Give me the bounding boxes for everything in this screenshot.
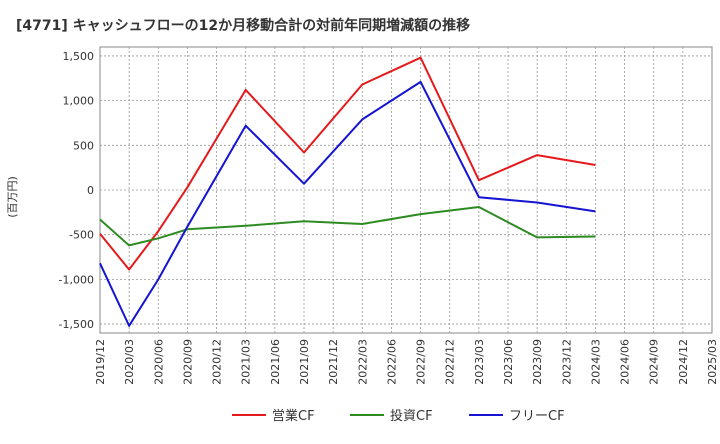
x-tick-label: 2023/12 — [560, 339, 573, 385]
legend-label: 営業CF — [272, 408, 315, 424]
series-layer — [99, 56, 596, 327]
x-tick-label: 2024/09 — [648, 339, 661, 385]
chart-title: [4771] キャッシュフローの12か月移動合計の対前年同期増減額の推移 — [16, 17, 470, 34]
y-tick-label: -1,500 — [59, 318, 94, 331]
x-tick-label: 2020/06 — [152, 339, 165, 385]
x-tick-label: 2023/09 — [531, 339, 544, 385]
legend-item: フリーCF — [469, 409, 565, 424]
x-tick-label: 2024/12 — [677, 339, 690, 385]
legend-label: 投資CF — [390, 408, 433, 424]
x-axis-ticks: 2019/12 2020/03 2020/06 2020/09 2020/12 2021/… — [94, 339, 719, 385]
x-tick-label: 2022/03 — [356, 339, 369, 385]
grid-layer — [100, 47, 712, 333]
x-tick-label: 2023/06 — [502, 339, 515, 385]
y-tick-label: 1,000 — [63, 95, 95, 108]
y-tick-label: 0 — [87, 184, 94, 197]
series-line — [99, 80, 596, 327]
x-tick-label: 2022/06 — [385, 339, 398, 385]
series-line — [99, 56, 596, 271]
x-tick-label: 2020/03 — [123, 339, 136, 385]
x-tick-label: 2021/06 — [269, 339, 282, 385]
x-tick-label: 2021/03 — [240, 339, 253, 385]
legend: 営業CF 投資CF フリーCF — [232, 408, 565, 424]
x-tick-label: 2022/12 — [444, 339, 457, 385]
x-tick-label: 2021/09 — [298, 339, 311, 385]
x-tick-label: 2024/06 — [619, 339, 632, 385]
series-line — [99, 206, 596, 247]
y-axis-ticks: 1,500 1,000 500 0 -500 -1,000 -1,500 — [59, 50, 94, 331]
x-tick-label: 2023/03 — [473, 339, 486, 385]
legend-label: フリーCF — [509, 409, 565, 424]
y-axis-label: (百万円) — [6, 176, 19, 218]
legend-item: 投資CF — [350, 408, 433, 424]
x-tick-label: 2024/03 — [589, 339, 602, 385]
x-tick-label: 2022/09 — [415, 339, 428, 385]
y-tick-label: -1,000 — [59, 273, 94, 286]
legend-item: 営業CF — [232, 408, 315, 424]
x-tick-label: 2020/09 — [181, 339, 194, 385]
x-tick-label: 2021/12 — [327, 339, 340, 385]
y-tick-label: 500 — [73, 139, 94, 152]
x-tick-label: 2025/03 — [706, 339, 719, 385]
y-tick-label: 1,500 — [63, 50, 95, 63]
y-tick-label: -500 — [69, 229, 94, 242]
x-tick-label: 2019/12 — [94, 339, 107, 385]
x-tick-label: 2020/12 — [211, 339, 224, 385]
